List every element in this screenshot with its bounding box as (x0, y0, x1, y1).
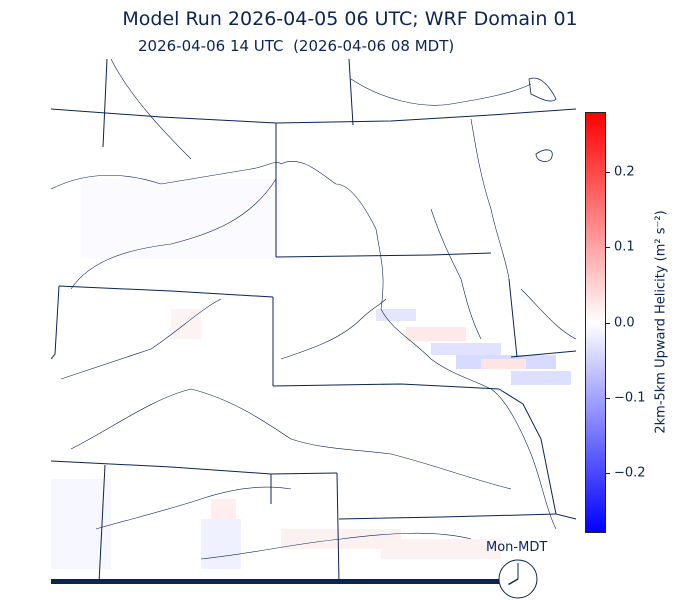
great-lakes-coast (528, 77, 557, 162)
clock-icon (498, 559, 538, 599)
colorbar-tick (606, 397, 610, 399)
clock-hour-hand (508, 578, 519, 586)
colorbar-tick-label: 0.0 (614, 315, 635, 330)
valid-time-subtitle: 2026-04-06 14 UTC (2026-04-06 08 MDT) (138, 37, 455, 55)
colorbar-tick (606, 322, 610, 324)
rivers (51, 59, 576, 560)
map-title: Model Run 2026-04-05 06 UTC; WRF Domain … (122, 8, 578, 30)
state-boundaries (51, 59, 576, 583)
colorbar-tick (606, 247, 610, 249)
colorbar (585, 112, 606, 533)
colorbar-tick (606, 472, 610, 474)
colorbar-tick-label: −0.1 (614, 390, 646, 406)
map-panel (51, 59, 576, 583)
clock-timezone-label: Mon-MDT (486, 540, 548, 555)
colorbar-tick-label: −0.2 (614, 465, 646, 481)
colorbar-tick (606, 172, 610, 174)
helicity-field (51, 179, 571, 569)
map-canvas (51, 59, 576, 583)
colorbar-label: 2km-5km Upward Helicity (m² s⁻²) (653, 210, 669, 434)
colorbar-tick-label: 0.2 (614, 164, 635, 180)
forecast-progress-bar (51, 579, 500, 584)
colorbar-tick-label: 0.1 (614, 239, 635, 255)
